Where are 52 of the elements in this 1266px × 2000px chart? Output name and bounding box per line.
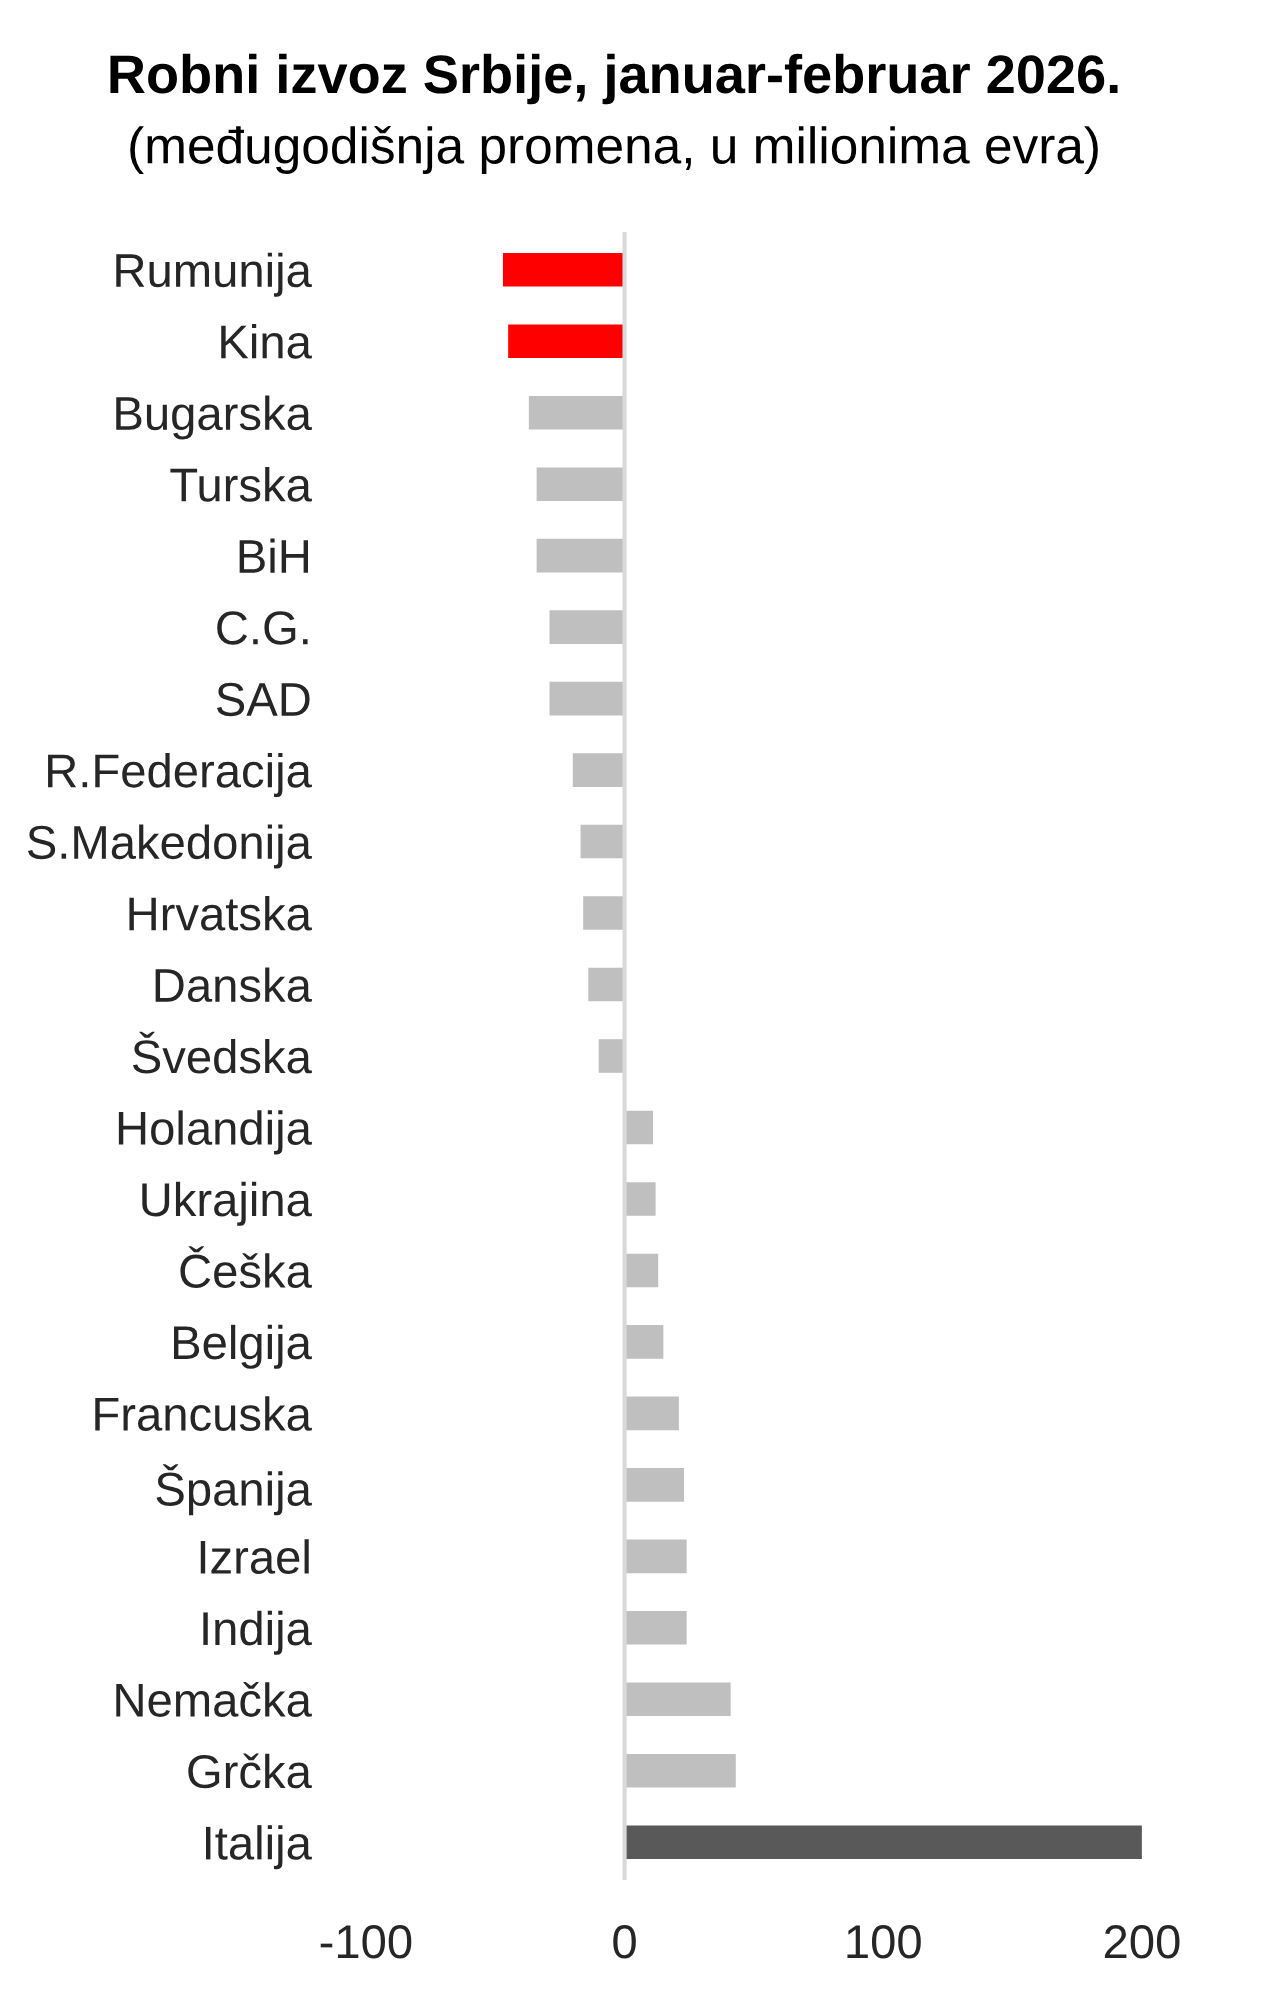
y-tick-label: Švedska <box>132 1031 312 1074</box>
bar <box>624 1611 687 1645</box>
y-tick-label: Hrvatska <box>129 895 312 931</box>
bar <box>502 252 625 287</box>
bar <box>624 1825 1142 1860</box>
bar <box>508 324 625 359</box>
bar <box>588 967 625 1002</box>
x-tick-label: -100 <box>320 1925 412 1959</box>
y-tick-label: Kina <box>221 324 312 359</box>
y-tick-label: SAD <box>216 682 310 717</box>
bar <box>624 1325 664 1359</box>
y-tick-label: R.Federacija <box>48 752 312 797</box>
bar <box>536 467 625 501</box>
y-tick-label: Holandija <box>118 1110 312 1155</box>
bar <box>536 538 625 573</box>
chart-subtitle: (međugodišnja promena, u milionima evra) <box>130 125 1098 175</box>
x-tick-label: 100 <box>847 1925 921 1959</box>
y-tick-label: S.Makedonija <box>27 824 312 869</box>
bar <box>624 1110 654 1145</box>
x-tick-label: 200 <box>1104 1925 1180 1959</box>
bar <box>528 395 625 430</box>
y-tick-label: Bugarska <box>116 395 312 440</box>
chart-title: Robni izvoz Srbije, januar-februar 2026. <box>110 53 1118 105</box>
x-tick-label: 0 <box>613 1925 636 1959</box>
bar <box>598 1039 625 1073</box>
y-tick-label: Ukrajina <box>142 1181 312 1226</box>
y-tick-label: Danska <box>155 967 312 1003</box>
y-tick-label: C.G. <box>217 611 308 645</box>
bar <box>624 1253 659 1288</box>
bar <box>549 681 625 716</box>
y-tick-label: Grčka <box>188 1753 312 1789</box>
bar <box>583 896 625 930</box>
bar <box>624 1753 736 1788</box>
y-tick-label: BiH <box>239 538 309 573</box>
bar <box>549 610 625 644</box>
y-tick-label: Izrael <box>200 1539 309 1574</box>
y-tick-label: Češka <box>180 1246 312 1289</box>
y-tick-label: Indija <box>203 1610 312 1655</box>
bar <box>624 1539 687 1574</box>
bar <box>624 1682 731 1717</box>
bar <box>624 1468 685 1502</box>
y-tick-label: Francuska <box>95 1396 312 1431</box>
y-tick-label: Turska <box>170 467 312 502</box>
y-tick-label: Nemačka <box>116 1682 312 1717</box>
bar <box>580 824 625 859</box>
bar <box>624 1396 679 1431</box>
y-tick-label: Belgija <box>173 1324 312 1369</box>
bar <box>572 753 625 787</box>
y-tick-label: Italija <box>206 1825 312 1870</box>
y-tick-label: Rumunija <box>116 252 312 297</box>
y-tick-label: Španija <box>156 1464 312 1516</box>
bar <box>624 1182 656 1216</box>
